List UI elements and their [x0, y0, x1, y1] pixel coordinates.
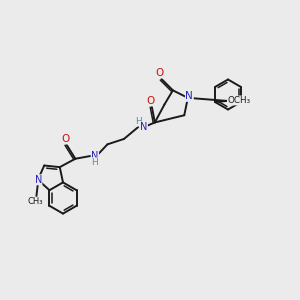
- Text: N: N: [34, 175, 42, 185]
- Text: O: O: [61, 134, 70, 144]
- Text: O: O: [146, 96, 155, 106]
- Text: OCH₃: OCH₃: [227, 96, 250, 105]
- Text: N: N: [185, 91, 193, 101]
- Text: CH₃: CH₃: [28, 197, 43, 206]
- Text: N: N: [140, 122, 147, 132]
- Text: H: H: [92, 158, 98, 167]
- Text: O: O: [156, 68, 164, 78]
- Text: N: N: [91, 151, 98, 161]
- Text: H: H: [136, 117, 142, 126]
